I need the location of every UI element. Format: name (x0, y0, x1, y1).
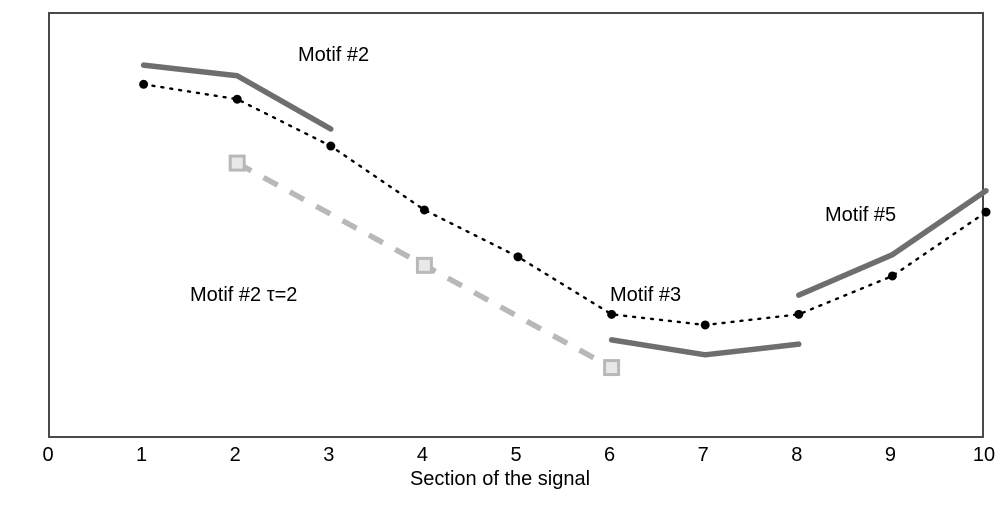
annotation-label: Motif #2 (298, 44, 369, 67)
x-tick-label: 5 (510, 444, 521, 467)
tau-series-marker (605, 361, 619, 375)
x-tick-label: 0 (42, 444, 53, 467)
x-tick-label: 6 (604, 444, 615, 467)
signal-marker (608, 310, 616, 318)
signal-marker (795, 310, 803, 318)
signal-marker (982, 208, 990, 216)
x-tick-label: 2 (230, 444, 241, 467)
x-tick-label: 3 (323, 444, 334, 467)
figure: Motif #2 Motif #2 τ=2 Motif #3 Motif #5 0 1 2… (12, 8, 988, 488)
signal-marker (233, 95, 241, 103)
x-tick-label: 9 (885, 444, 896, 467)
plot-svg (50, 14, 986, 440)
signal-marker (420, 206, 428, 214)
annotation-label: Motif #3 (610, 284, 681, 307)
signal-marker (888, 272, 896, 280)
signal-marker (514, 253, 522, 261)
tau-series-marker (230, 156, 244, 170)
x-tick-label: 7 (698, 444, 709, 467)
signal-marker (327, 142, 335, 150)
plot-area: Motif #2 Motif #2 τ=2 Motif #3 Motif #5 (48, 12, 984, 438)
x-tick-label: 1 (136, 444, 147, 467)
x-tick-label: 8 (791, 444, 802, 467)
signal-marker (140, 80, 148, 88)
signal-marker (701, 321, 709, 329)
motif-line (612, 340, 799, 355)
annotation-label: Motif #2 τ=2 (190, 284, 297, 307)
tau-series-marker (417, 258, 431, 272)
x-tick-label: 4 (417, 444, 428, 467)
annotation-label: Motif #5 (825, 204, 896, 227)
x-axis-label: Section of the signal (410, 468, 590, 491)
x-tick-label: 10 (973, 444, 995, 467)
